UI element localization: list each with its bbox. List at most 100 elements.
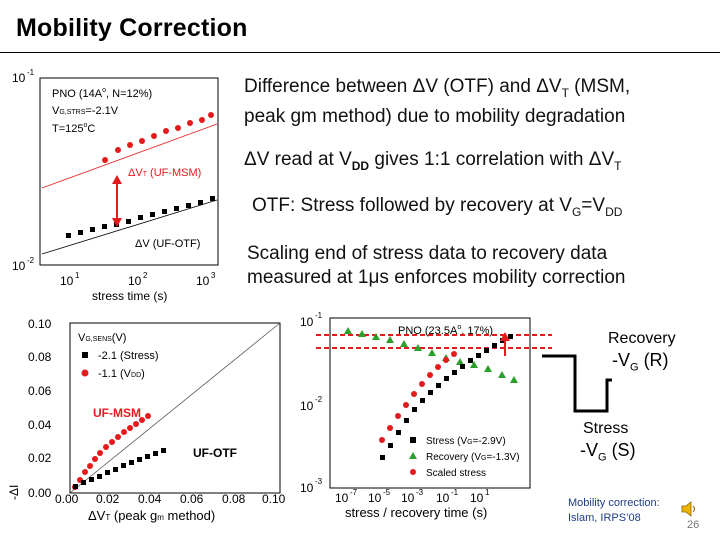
x-tick-label: 10	[128, 274, 142, 288]
recovery-point	[428, 349, 436, 356]
x-axis-label: stress / recovery time (s)	[345, 505, 487, 520]
legend-item: -2.1 (Stress)	[98, 350, 159, 362]
black-point	[150, 212, 155, 217]
x-tick-label: 0.10	[262, 492, 286, 506]
black-point	[198, 200, 203, 205]
red-point	[103, 444, 109, 450]
x-tick-label: 0.06	[180, 492, 204, 506]
scaled-point	[395, 413, 401, 419]
citation: Mobility correction: Islam, IRPS’08	[568, 497, 660, 524]
red-curve-label: UF-MSM	[93, 406, 141, 420]
stress-point	[396, 430, 401, 435]
red-point	[145, 413, 151, 419]
recovery-point	[344, 327, 352, 334]
y-tick-label: 0.06	[28, 384, 52, 398]
stress-point	[508, 334, 513, 339]
red-point	[127, 425, 133, 431]
black-point	[186, 203, 191, 208]
recovery-point	[372, 333, 380, 340]
scaled-point	[435, 364, 441, 370]
stress-vg-label: -VG (S)	[580, 440, 636, 464]
scaled-point	[427, 372, 433, 378]
red-point	[115, 434, 121, 440]
x-tick-label: 10	[196, 274, 210, 288]
y-tick-label: 10	[12, 71, 26, 85]
black-fit-line	[41, 199, 218, 255]
bullet-vdd-correlation: ΔV read at VDD gives 1:1 correlation wit…	[244, 149, 622, 173]
arrow-head-up	[112, 175, 122, 184]
y-tick-label: 10	[300, 399, 314, 413]
slide-title: Mobility Correction	[16, 14, 248, 42]
black-point	[145, 454, 150, 459]
scaled-point	[379, 437, 385, 443]
black-point	[138, 215, 143, 220]
black-point	[161, 448, 166, 453]
x-tick-label: 0.02	[96, 492, 120, 506]
stress-point	[484, 348, 489, 353]
stress-point	[452, 370, 457, 375]
black-point	[126, 219, 131, 224]
recovery-point	[498, 371, 506, 378]
red-curve	[72, 413, 151, 490]
red-point	[97, 450, 103, 456]
red-point	[199, 117, 205, 123]
black-points	[66, 196, 215, 238]
recovery-point	[510, 376, 518, 383]
red-point	[139, 417, 145, 423]
stress-point	[404, 418, 409, 423]
black-point	[81, 480, 86, 485]
y-tick-exp: -3	[315, 477, 323, 486]
speaker-icon[interactable]	[680, 500, 698, 518]
recovery-point	[358, 330, 366, 337]
x-tick-label: 10	[436, 491, 450, 505]
black-point	[129, 460, 134, 465]
legend-item: Scaled stress	[426, 468, 486, 479]
recovery-points	[344, 327, 518, 383]
stress-point	[388, 443, 393, 448]
black-curve-label: UF-OTF	[193, 446, 237, 460]
stress-point	[412, 407, 417, 412]
stress-point	[476, 353, 481, 358]
red-fit-line	[41, 123, 218, 189]
x-tick-label: 10	[335, 491, 349, 505]
legend-item: Recovery (VG=-1.3V)	[426, 452, 520, 463]
x-tick-exp: 1	[485, 488, 490, 497]
red-point	[121, 429, 127, 435]
y-tick-exp: -1	[315, 311, 323, 320]
title-divider	[0, 52, 720, 53]
black-curve	[73, 448, 166, 489]
stress-point	[420, 398, 425, 403]
x-tick-label: 0.00	[55, 492, 79, 506]
x-tick-exp: -7	[350, 488, 358, 497]
x-tick-label: 10	[401, 491, 415, 505]
x-tick-exp: 1	[75, 271, 80, 280]
x-tick-label: 0.04	[138, 492, 162, 506]
y-tick-label: 10	[12, 259, 26, 273]
stress-point	[428, 390, 433, 395]
legend-item: Stress (VG=-2.9V)	[426, 436, 506, 447]
red-point	[82, 469, 88, 475]
red-series-label: ΔVT (UF-MSM)	[128, 167, 201, 179]
red-point	[163, 128, 169, 134]
bullet-otf-stress: OTF: Stress followed by recovery at VG=V…	[252, 195, 623, 219]
red-point	[151, 133, 157, 139]
recovery-point	[484, 365, 492, 372]
y-tick-exp: -1	[27, 68, 35, 77]
scaled-point	[443, 357, 449, 363]
y-tick-label: 0.08	[28, 350, 52, 364]
legend-marker-recovery	[409, 452, 417, 459]
x-tick-label: 0.08	[222, 492, 246, 506]
black-point	[73, 484, 78, 489]
red-point	[109, 439, 115, 445]
recovery-label: Recovery	[608, 330, 676, 347]
legend-marker-stress	[82, 352, 88, 358]
red-point	[102, 157, 108, 163]
page-number: 26	[687, 519, 700, 531]
plot-stress-time: 10 -1 10 -2 10 1 10 2 10 3 stress time (…	[12, 68, 219, 303]
waveform-line	[542, 354, 612, 413]
x-tick-label: 10	[368, 491, 382, 505]
y-tick-exp: -2	[315, 395, 323, 404]
red-point	[133, 421, 139, 427]
scaled-point	[387, 425, 393, 431]
scaled-point	[419, 381, 425, 387]
